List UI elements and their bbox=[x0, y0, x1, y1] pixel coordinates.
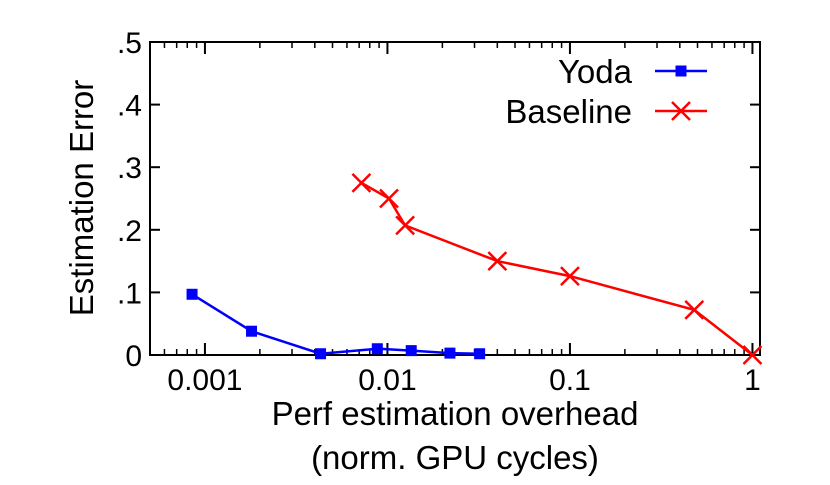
x-tick-label: 0.1 bbox=[549, 364, 591, 397]
data-point-baseline bbox=[684, 300, 705, 320]
y-tick-label: 0 bbox=[125, 340, 142, 373]
data-point-baseline bbox=[395, 215, 416, 236]
data-point-yoda bbox=[186, 288, 198, 300]
axis-tick-labels: 0.1.2.3.4.50.001 0.01 0.1 1 bbox=[117, 27, 761, 397]
series-layer bbox=[186, 172, 763, 365]
series-line-baseline bbox=[360, 181, 754, 356]
data-point-yoda bbox=[444, 347, 456, 359]
series-line-yoda bbox=[191, 293, 480, 355]
data-point-baseline bbox=[487, 251, 508, 271]
data-point-yoda bbox=[246, 325, 258, 337]
data-point-yoda bbox=[371, 343, 383, 355]
data-point-baseline bbox=[351, 172, 372, 193]
axis-ticks bbox=[150, 41, 760, 356]
y-axis-label: Estimation Error bbox=[63, 80, 100, 317]
data-point-baseline bbox=[742, 345, 763, 365]
legend-marker-yoda bbox=[675, 65, 687, 77]
data-point-baseline bbox=[379, 188, 399, 209]
x-tick-label: 0.01 bbox=[358, 364, 416, 397]
y-tick-label: .4 bbox=[117, 90, 142, 123]
x-tick-label: 1 bbox=[744, 364, 761, 397]
x-tick-label: 0.001 bbox=[167, 364, 242, 397]
data-point-baseline bbox=[560, 266, 580, 287]
legend-marker-baseline bbox=[671, 101, 691, 121]
x-axis-label-line1: Perf estimation overhead bbox=[272, 395, 639, 432]
data-point-yoda bbox=[405, 345, 417, 357]
y-tick-label: .3 bbox=[117, 152, 142, 185]
legend-label-baseline: Baseline bbox=[505, 93, 632, 130]
plot-frame bbox=[149, 41, 761, 356]
y-tick-label: .2 bbox=[117, 215, 142, 248]
y-tick-label: .1 bbox=[117, 277, 142, 310]
y-tick-label: .5 bbox=[117, 27, 142, 60]
x-axis-label-line2: (norm. GPU cycles) bbox=[311, 439, 599, 476]
series-baseline bbox=[351, 172, 763, 365]
data-point-yoda bbox=[474, 348, 486, 360]
legend-label-yoda: Yoda bbox=[558, 53, 633, 90]
series-yoda bbox=[186, 288, 486, 360]
data-point-yoda bbox=[315, 348, 327, 360]
